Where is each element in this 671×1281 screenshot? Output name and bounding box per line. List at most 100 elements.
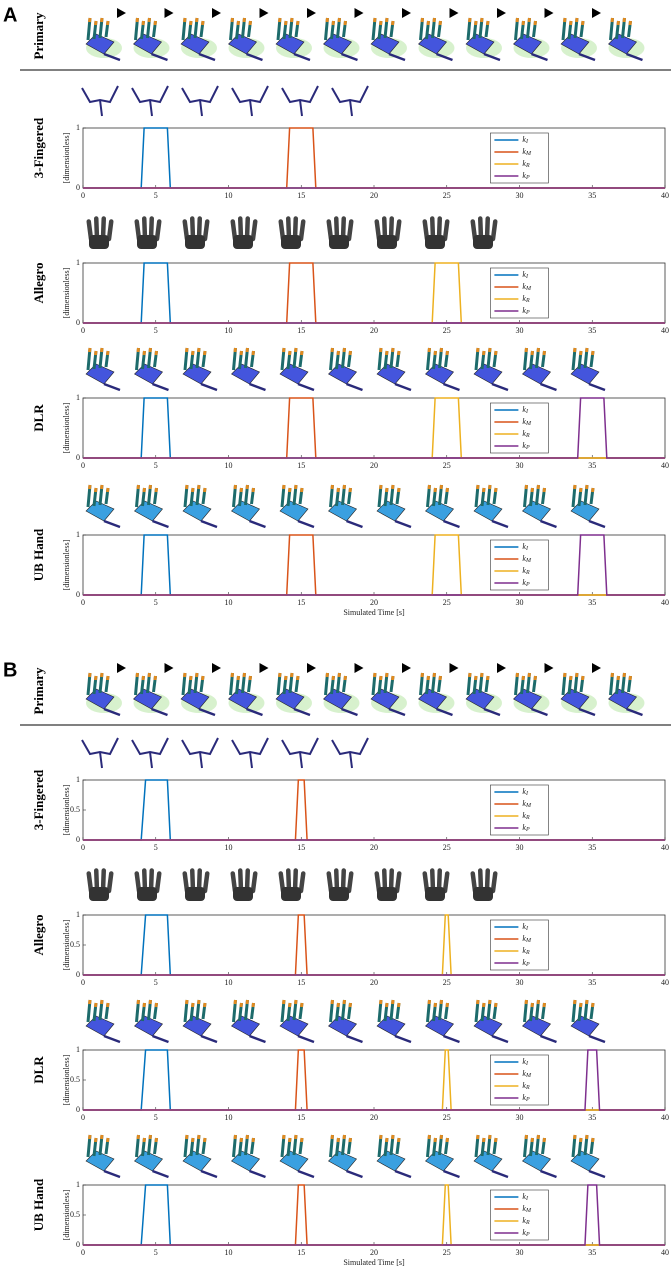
finger xyxy=(202,871,210,894)
x-tick-label: 40 xyxy=(661,1113,669,1122)
palm xyxy=(329,235,349,249)
finger-tip xyxy=(585,999,589,1005)
x-tick-label: 35 xyxy=(588,326,596,335)
finger-tip xyxy=(136,484,140,490)
y-tick-label: 1 xyxy=(76,258,80,267)
finger-tip xyxy=(135,672,139,678)
x-tick-label: 20 xyxy=(370,978,378,987)
finger-tip xyxy=(515,17,519,23)
hand-image xyxy=(182,868,210,901)
x-tick-label: 20 xyxy=(370,1248,378,1257)
x-tick-label: 25 xyxy=(443,461,451,470)
palm xyxy=(85,363,115,385)
finger-tip xyxy=(385,17,389,23)
x-tick-label: 15 xyxy=(297,1248,305,1257)
arrow xyxy=(164,663,174,673)
arrow xyxy=(449,8,459,18)
finger-tip xyxy=(579,350,583,356)
series-line xyxy=(83,534,665,596)
finger-tip xyxy=(391,20,395,26)
finger-tip xyxy=(480,672,484,678)
legend-label: kP xyxy=(522,578,530,589)
finger-tip xyxy=(106,350,110,356)
palm xyxy=(377,235,397,249)
thumb xyxy=(200,382,218,392)
x-tick-label: 5 xyxy=(154,461,158,470)
y-tick-label: 0.5 xyxy=(70,940,80,949)
finger-tip xyxy=(203,350,207,356)
hand-image xyxy=(570,347,606,392)
hand-image xyxy=(608,672,645,717)
palm xyxy=(376,1150,406,1172)
palm xyxy=(134,1015,163,1037)
finger-tip xyxy=(201,20,205,26)
finger-tip xyxy=(185,1134,189,1140)
thumb xyxy=(436,707,453,717)
thumb xyxy=(293,52,311,62)
finger-tip xyxy=(438,675,442,681)
hand-image xyxy=(470,868,498,901)
finger-tip xyxy=(476,999,480,1005)
finger-tip xyxy=(391,347,395,353)
finger-tip xyxy=(183,672,187,678)
palm xyxy=(473,235,493,249)
legend-label: kP xyxy=(522,171,530,182)
arrow xyxy=(117,663,126,673)
finger-tip xyxy=(379,347,383,353)
finger-tip xyxy=(348,487,352,493)
palm xyxy=(231,1015,260,1037)
finger-tip xyxy=(191,487,195,493)
finger-tip xyxy=(336,350,340,356)
hand-image xyxy=(570,1134,606,1179)
finger-tip xyxy=(385,672,389,678)
finger xyxy=(299,751,303,769)
series-line xyxy=(83,1049,665,1111)
y-tick-label: 1 xyxy=(76,775,80,784)
finger-tip xyxy=(154,487,158,493)
arrow xyxy=(592,663,601,673)
finger-tip xyxy=(203,1137,207,1143)
hand-image xyxy=(133,17,170,62)
arrow xyxy=(259,8,269,18)
hand-image xyxy=(422,868,450,901)
finger-tip xyxy=(88,484,92,490)
x-tick-label: 15 xyxy=(297,326,305,335)
hand-image xyxy=(275,672,312,717)
finger-tip xyxy=(391,484,395,490)
row-label: Primary xyxy=(31,667,46,714)
palm xyxy=(370,33,400,55)
finger-tip xyxy=(88,999,92,1005)
finger-tip xyxy=(581,20,585,26)
finger-tip xyxy=(427,1134,431,1140)
hand-image xyxy=(85,999,121,1044)
finger-tip xyxy=(494,487,498,493)
finger-tip xyxy=(585,1134,589,1140)
x-tick-label: 10 xyxy=(225,326,233,335)
hand-image xyxy=(328,999,363,1044)
hand-image xyxy=(275,17,312,62)
finger-tip xyxy=(245,999,249,1005)
finger-tip xyxy=(136,999,140,1005)
finger-tip xyxy=(185,347,189,353)
finger xyxy=(442,871,450,894)
palm xyxy=(522,500,551,522)
x-tick-label: 10 xyxy=(225,1248,233,1257)
finger-tip xyxy=(379,484,383,490)
finger-tip xyxy=(482,350,486,356)
finger-tip xyxy=(230,672,234,678)
finger-tip xyxy=(300,350,304,356)
finger-tip xyxy=(233,999,237,1005)
finger-tip xyxy=(585,484,589,490)
x-tick-label: 35 xyxy=(588,843,596,852)
palm xyxy=(134,363,163,385)
finger-tip xyxy=(342,484,346,490)
hand-image xyxy=(374,216,402,249)
hand-image xyxy=(473,484,509,529)
x-tick-label: 5 xyxy=(154,598,158,607)
palm xyxy=(425,500,454,522)
hand-image xyxy=(560,17,597,62)
hand-image xyxy=(560,672,597,717)
legend-label: kR xyxy=(522,566,530,577)
legend-label: kM xyxy=(522,1069,532,1080)
hand-image xyxy=(231,999,266,1044)
